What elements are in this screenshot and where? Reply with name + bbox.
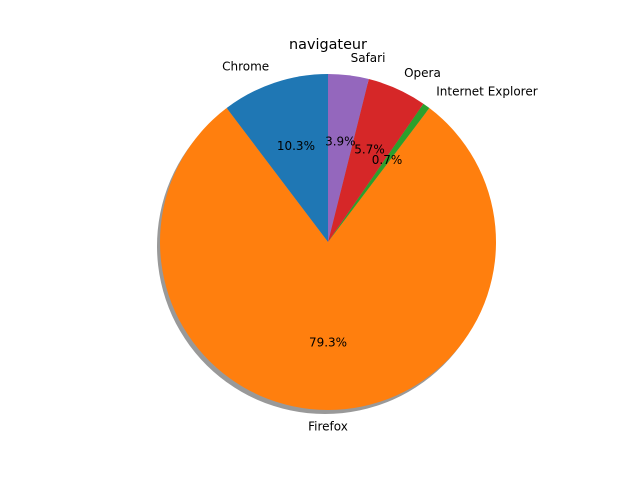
pie-wedge-opera bbox=[328, 79, 424, 242]
slice-percent-firefox: 79.3% bbox=[309, 335, 347, 349]
slice-label-safari: Safari bbox=[351, 51, 386, 65]
slice-label-firefox: Firefox bbox=[308, 419, 348, 433]
pie-wedges bbox=[159, 74, 496, 410]
pie-wedge-firefox bbox=[159, 108, 496, 410]
pie-labels: Chrome 10.3% Firefox 79.3% Internet Explorer… bbox=[222, 51, 538, 433]
slice-label-internet-explorer: Internet Explorer bbox=[436, 85, 537, 99]
slice-label-opera: Opera bbox=[404, 66, 441, 80]
slice-percent-safari: 3.9% bbox=[325, 134, 356, 148]
slice-percent-opera: 5.7% bbox=[354, 143, 385, 157]
slice-percent-internet-explorer: 0.7% bbox=[372, 153, 403, 167]
slice-label-chrome: Chrome bbox=[222, 59, 269, 73]
pie-wedge-safari bbox=[328, 74, 369, 242]
pie-wedge-chrome bbox=[226, 74, 328, 242]
pie-wedge-internet-explorer bbox=[328, 103, 430, 242]
slice-percent-chrome: 10.3% bbox=[277, 139, 315, 153]
chart-title: navigateur bbox=[289, 37, 367, 53]
